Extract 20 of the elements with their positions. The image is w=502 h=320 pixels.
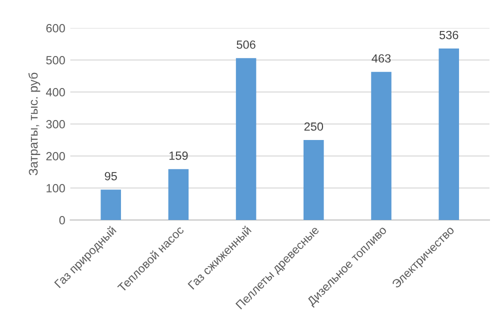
bar: [236, 58, 256, 220]
data-label: 506: [236, 40, 256, 49]
data-label: 250: [304, 122, 324, 131]
bar: [371, 72, 392, 220]
data-label: 95: [104, 172, 117, 180]
y-tick-label: 600: [46, 24, 65, 32]
data-label: 536: [440, 30, 458, 40]
bar: [168, 169, 189, 220]
y-tick-label: 100: [46, 184, 65, 192]
bar: [304, 140, 324, 220]
y-tick-label: 200: [46, 152, 65, 160]
y-axis-title: Затраты, тыс. руб: [28, 72, 40, 176]
y-tick-label: 500: [46, 56, 65, 64]
y-tick-label: 0: [59, 216, 65, 224]
y-tick-label: 300: [46, 120, 65, 128]
bar: [438, 48, 460, 220]
y-tick-label: 400: [46, 88, 65, 96]
data-label: 159: [170, 151, 188, 160]
data-label: 463: [372, 54, 391, 63]
bar: [100, 190, 121, 220]
